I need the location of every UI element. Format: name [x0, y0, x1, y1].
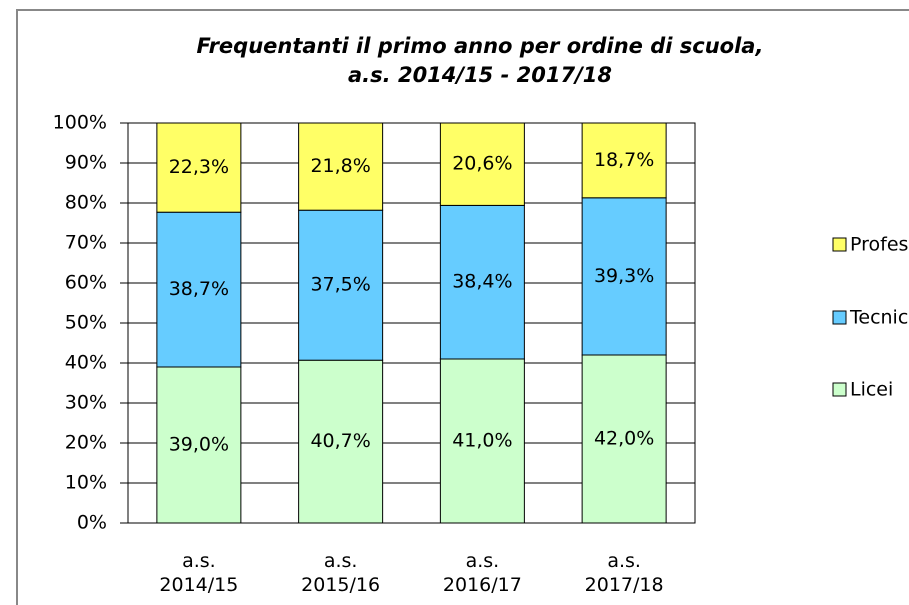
bar-segment — [156, 366, 242, 524]
legend-swatch — [832, 237, 847, 252]
x-tick-label: a.s. 2015/16 — [301, 550, 381, 596]
y-tick-label: 80% — [65, 192, 107, 214]
y-tick-label: 100% — [53, 112, 107, 134]
legend-swatch — [832, 382, 847, 397]
bar-segment — [298, 209, 384, 361]
x-tick-label: a.s. 2014/15 — [159, 550, 239, 596]
value-label: 20,6% — [452, 153, 512, 175]
y-tick-label: 40% — [65, 352, 107, 374]
chart-title: Frequentanti il primo anno per ordine di… — [197, 34, 764, 58]
legend-label: Tecnici — [849, 307, 909, 329]
y-tick-label: 60% — [65, 272, 107, 294]
bar-segment — [298, 122, 384, 211]
value-label: 21,8% — [310, 155, 370, 177]
y-tick-label: 30% — [65, 392, 107, 414]
value-label: 39,3% — [594, 265, 654, 287]
y-tick-label: 20% — [65, 432, 107, 454]
value-label: 38,4% — [452, 271, 512, 293]
x-tick-label: a.s. 2016/17 — [442, 550, 522, 596]
bar-segment — [439, 358, 525, 524]
chart-title: a.s. 2014/15 - 2017/18 — [348, 63, 612, 87]
value-label: 40,7% — [310, 430, 370, 452]
bar-segment — [581, 197, 667, 356]
y-tick-label: 10% — [65, 472, 107, 494]
y-tick-label: 50% — [65, 312, 107, 334]
x-tick-label: a.s. 2017/18 — [584, 550, 664, 596]
legend-label: Professional — [850, 234, 909, 256]
value-label: 42,0% — [594, 428, 654, 450]
bar-segment — [298, 359, 384, 524]
y-tick-label: 90% — [65, 152, 107, 174]
y-tick-label: 0% — [77, 512, 107, 534]
bar-segment — [156, 122, 242, 213]
value-label: 41,0% — [452, 430, 512, 452]
legend-label: Licei — [850, 379, 893, 401]
bar-segment — [439, 122, 525, 206]
value-label: 22,3% — [169, 156, 229, 178]
y-tick-label: 70% — [65, 232, 107, 254]
value-label: 37,5% — [310, 274, 370, 296]
bar-segment — [156, 211, 242, 368]
legend-swatch — [832, 310, 847, 325]
value-label: 39,0% — [169, 434, 229, 456]
value-label: 38,7% — [169, 278, 229, 300]
value-label: 18,7% — [594, 149, 654, 171]
bar-segment — [581, 122, 667, 199]
bar-segment — [581, 354, 667, 524]
bar-segment — [439, 204, 525, 360]
